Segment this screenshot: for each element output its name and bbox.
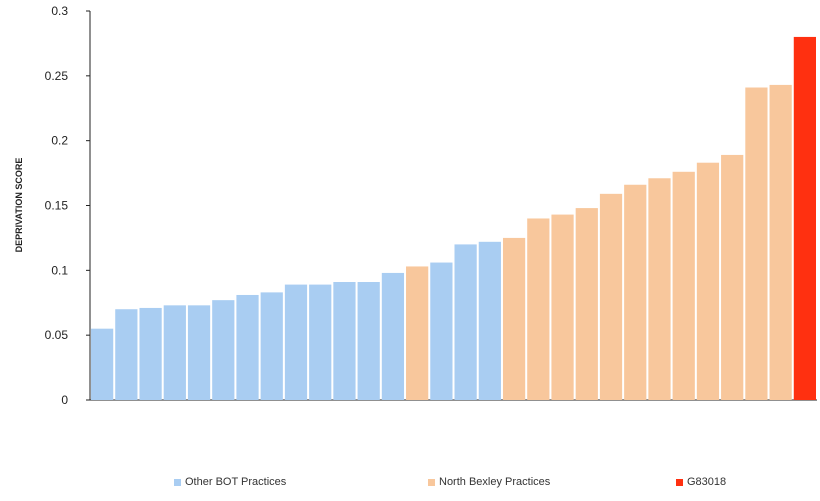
bar-chart: 0 0.05 0.1 0.15 0.2 0.25 0.3 DEPRIVATION SCORE — [14, 4, 817, 407]
bar — [357, 282, 380, 400]
bar — [793, 36, 816, 401]
legend-item-other-bot: Other BOT Practices — [174, 476, 286, 488]
bar — [236, 294, 259, 400]
y-tick-label: 0.05 — [45, 328, 69, 342]
bar — [212, 300, 235, 400]
legend-item-north-bexley: North Bexley Practices — [428, 476, 550, 488]
y-axis-label: DEPRIVATION SCORE — [14, 158, 24, 253]
bar — [381, 272, 405, 400]
bar — [309, 284, 332, 400]
legend-item-g83018: G83018 — [676, 476, 726, 488]
bar — [648, 178, 671, 400]
bar — [139, 307, 162, 400]
bar — [454, 244, 477, 400]
bar — [599, 193, 623, 400]
bar — [624, 184, 647, 400]
bar — [260, 292, 283, 400]
legend: Other BOT Practices North Bexley Practic… — [0, 476, 820, 496]
bar — [575, 208, 598, 400]
y-tick-label: 0.15 — [45, 199, 69, 213]
y-axis: 0 0.05 0.1 0.15 0.2 0.25 0.3 — [45, 4, 817, 407]
legend-swatch-north-bexley — [428, 478, 435, 486]
bar — [696, 162, 720, 400]
legend-label-other-bot: Other BOT Practices — [185, 476, 287, 488]
legend-swatch-other-bot — [174, 478, 181, 486]
legend-label-north-bexley: North Bexley Practices — [439, 476, 551, 488]
bar — [478, 241, 501, 400]
bar — [333, 282, 356, 400]
y-tick-label: 0.3 — [51, 4, 68, 18]
bar — [91, 328, 114, 400]
bar — [527, 218, 550, 400]
bar — [187, 305, 211, 400]
legend-swatch-g83018 — [676, 478, 683, 486]
y-tick-label: 0.2 — [51, 134, 68, 148]
bar — [163, 305, 186, 400]
bar — [551, 214, 574, 400]
bar — [721, 154, 744, 400]
legend-label-g83018: G83018 — [687, 476, 727, 488]
bar — [502, 237, 526, 400]
bar — [406, 266, 429, 400]
bar — [430, 262, 453, 400]
y-tick-label: 0.1 — [51, 263, 68, 277]
bars — [91, 36, 816, 401]
bar — [672, 171, 695, 400]
y-tick-label: 0 — [61, 393, 68, 407]
bar — [115, 309, 138, 400]
y-tick-label: 0.25 — [45, 69, 69, 83]
bar — [769, 84, 792, 400]
bar — [284, 284, 308, 400]
bar — [745, 87, 768, 400]
